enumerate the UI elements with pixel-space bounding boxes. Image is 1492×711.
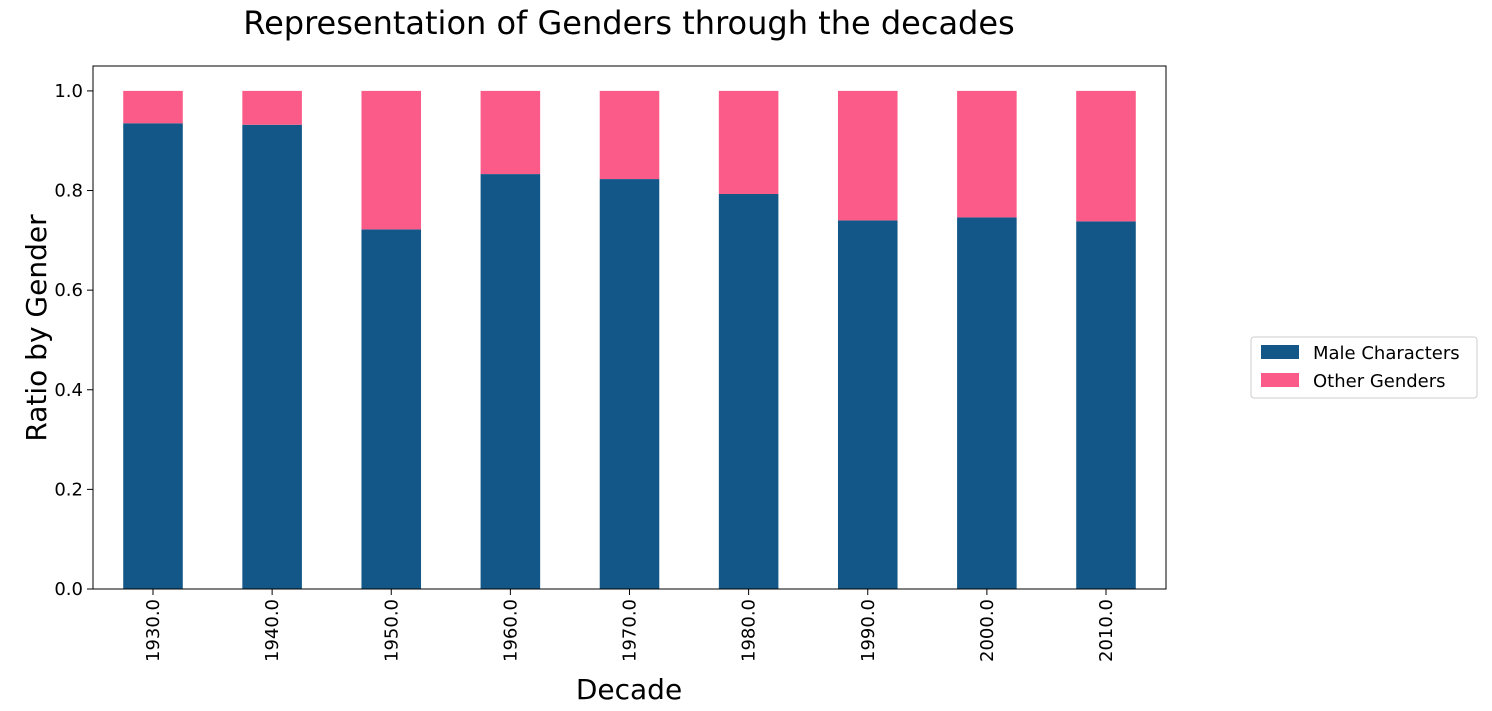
legend-label-male-characters: Male Characters: [1313, 343, 1460, 364]
x-tick-label: 1930.0: [143, 599, 164, 662]
bar-male-characters-1990-0: [837, 220, 898, 589]
x-axis-label: Decade: [576, 673, 682, 706]
y-axis-label: Ratio by Gender: [20, 214, 53, 442]
x-tick-label: 1980.0: [739, 599, 760, 662]
y-tick-label: 0.6: [54, 280, 83, 301]
legend-swatch-male-characters: [1261, 345, 1299, 359]
bar-other-genders-1980-0: [718, 90, 779, 195]
bar-other-genders-1930-0: [123, 90, 183, 124]
y-tick-label: 0.0: [54, 579, 83, 600]
chart-title: Representation of Genders through the de…: [243, 4, 1014, 42]
bars-group: [123, 90, 1136, 590]
legend-frame: [1250, 336, 1478, 399]
x-tick-label: 1940.0: [262, 599, 283, 662]
x-axis: 1930.0 1940.0 1950.0 1960.0 1970.0 1980.0 1990…: [143, 589, 1117, 662]
bar-other-genders-1990-0: [837, 90, 898, 221]
bar-other-genders-2010-0: [1076, 90, 1136, 222]
bar-other-genders-1940-0: [242, 90, 302, 125]
y-tick-label: 0.8: [54, 181, 83, 202]
x-tick-label: 1990.0: [858, 599, 879, 662]
x-tick-label: 2010.0: [1096, 599, 1117, 662]
x-tick-label: 1950.0: [381, 599, 402, 662]
y-tick-label: 0.4: [54, 380, 83, 401]
y-tick-label: 0.2: [54, 479, 83, 500]
legend-swatch-other-genders: [1261, 373, 1299, 387]
legend-label-other-genders: Other Genders: [1313, 371, 1446, 392]
bar-male-characters-1970-0: [599, 179, 660, 589]
bar-male-characters-2000-0: [957, 217, 1017, 590]
x-tick-label: 1970.0: [620, 599, 641, 662]
bar-other-genders-1950-0: [361, 90, 422, 230]
y-tick-label: 1.0: [54, 81, 83, 102]
x-tick-label: 1960.0: [500, 599, 521, 662]
bar-other-genders-1970-0: [599, 90, 660, 180]
x-tick-label: 2000.0: [977, 599, 998, 662]
bar-other-genders-2000-0: [957, 90, 1017, 218]
bar-male-characters-2010-0: [1076, 221, 1136, 589]
legend: Male Characters Other Genders: [1250, 336, 1478, 399]
bar-male-characters-1980-0: [718, 194, 779, 589]
y-axis: 0.0 0.2 0.4 0.6 0.8 1.0: [54, 81, 93, 600]
bar-male-characters-1930-0: [123, 123, 183, 589]
bar-male-characters-1940-0: [242, 124, 302, 589]
bar-other-genders-1960-0: [480, 90, 541, 175]
bar-male-characters-1950-0: [361, 229, 422, 589]
bar-male-characters-1960-0: [480, 174, 541, 589]
